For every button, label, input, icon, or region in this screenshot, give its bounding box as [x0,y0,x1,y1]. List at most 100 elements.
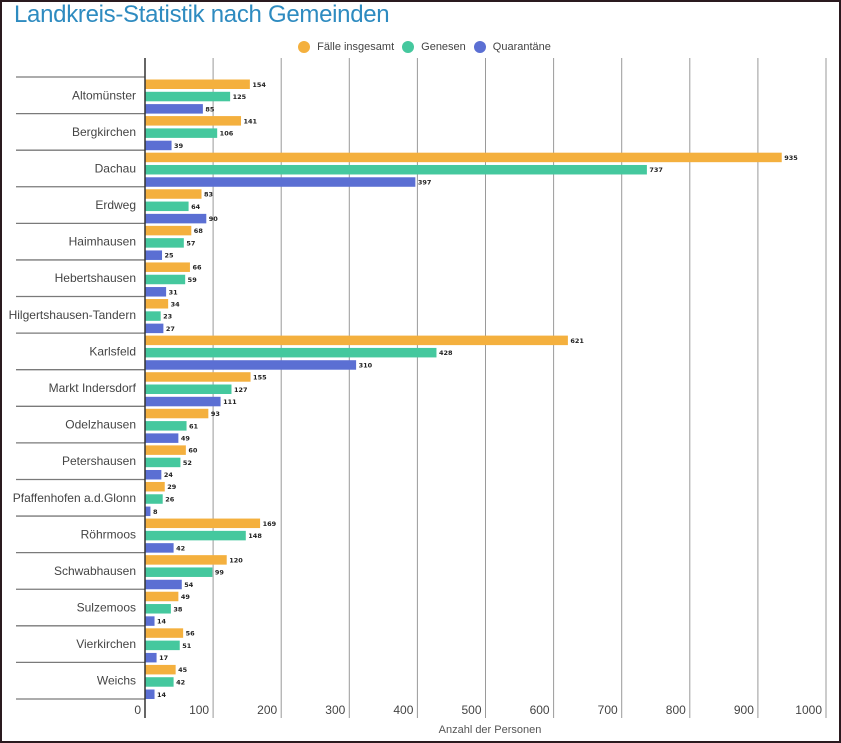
value-label: 127 [234,386,248,394]
value-label: 29 [167,483,177,491]
value-label: 56 [186,630,196,638]
bar-genesen[interactable] [145,457,181,468]
bar-genesen[interactable] [145,494,163,504]
tick-label: 0 [134,703,141,717]
value-label: 60 [188,447,198,455]
bar-faelle[interactable] [145,664,176,675]
value-label: 85 [205,105,215,113]
value-label: 42 [176,678,185,686]
bar-faelle[interactable] [145,481,165,492]
bar-quarantaene[interactable] [145,360,357,370]
bar-genesen[interactable] [145,164,647,175]
bar-faelle[interactable] [145,591,179,602]
bar-genesen[interactable] [145,384,232,395]
value-label: 8 [153,508,158,516]
bar-faelle[interactable] [145,518,261,529]
category-label: Weichs [97,674,136,688]
value-label: 38 [173,605,183,613]
value-label: 310 [359,361,373,369]
value-label: 27 [166,325,175,333]
legend-label-genesen: Genesen [421,41,466,53]
value-label: 42 [176,544,185,552]
bar-faelle[interactable] [145,116,242,126]
category-label: Petershausen [62,454,136,468]
bar-quarantaene[interactable] [145,140,172,151]
bar-quarantaene[interactable] [145,433,179,443]
bar-genesen[interactable] [145,421,187,431]
value-label: 93 [211,410,220,418]
tick-label: 1000 [795,703,822,717]
bar-genesen[interactable] [145,567,213,577]
category-label: Altomünster [72,88,136,102]
bar-faelle[interactable] [145,628,184,638]
bar-faelle[interactable] [145,299,169,309]
bar-faelle[interactable] [145,225,192,236]
value-label: 25 [165,252,175,260]
legend-item-faelle[interactable]: Fälle insgesamt [298,41,394,53]
bar-genesen[interactable] [145,128,218,138]
bar-quarantaene[interactable] [145,213,207,224]
bar-genesen[interactable] [145,530,246,541]
bar-quarantaene[interactable] [145,469,162,480]
value-label: 39 [174,142,184,150]
tick-label: 500 [461,703,481,717]
bar-faelle[interactable] [145,189,202,199]
category-label: Dachau [95,161,136,175]
value-label: 61 [189,422,199,430]
bar-genesen[interactable] [145,274,186,285]
category-label: Sulzemoos [77,601,136,615]
bar-quarantaene[interactable] [145,177,416,187]
value-label: 428 [439,349,453,357]
bar-genesen[interactable] [145,311,161,321]
value-label: 141 [244,117,258,125]
bar-genesen[interactable] [145,201,189,212]
category-label: Vierkirchen [76,637,136,651]
value-label: 397 [418,179,432,187]
bar-quarantaene[interactable] [145,652,157,663]
bar-quarantaene[interactable] [145,104,203,114]
bar-quarantaene[interactable] [145,250,163,260]
tick-label: 400 [393,703,413,717]
bar-faelle[interactable] [145,555,227,565]
bar-faelle[interactable] [145,335,568,346]
bar-faelle[interactable] [145,445,186,455]
legend-swatch-genesen [402,41,415,53]
value-label: 621 [570,337,584,345]
bar-quarantaene[interactable] [145,396,221,407]
bar-genesen[interactable] [145,677,174,687]
tick-label: 100 [189,703,209,717]
value-label: 17 [159,654,168,662]
tick-labels: 0 100 200 300 400 500 600 700 800 900 1000 [134,703,822,717]
value-label: 125 [233,93,247,101]
bar-faelle[interactable] [145,372,251,382]
bar-quarantaene[interactable] [145,506,151,517]
bar-faelle[interactable] [145,408,209,419]
bar-faelle[interactable] [145,262,190,272]
bar-faelle[interactable] [145,152,782,163]
legend-label-quarantaene: Quarantäne [492,41,551,53]
bar-quarantaene[interactable] [145,323,164,334]
bar-quarantaene[interactable] [145,579,182,590]
legend-item-genesen[interactable]: Genesen [402,41,466,53]
bar-genesen[interactable] [145,640,180,651]
bar-genesen[interactable] [145,347,437,358]
tick-label: 700 [598,703,618,717]
bar-quarantaene[interactable] [145,287,167,297]
value-label: 68 [194,227,204,235]
bar-genesen[interactable] [145,91,231,102]
legend-item-quarantaene[interactable]: Quarantäne [473,41,551,53]
category-label: Pfaffenhofen a.d.Glonn [13,491,136,505]
category-label: Haimhausen [69,235,136,249]
bar-faelle[interactable] [145,79,250,90]
value-label: 935 [784,154,798,162]
bar-genesen[interactable] [145,604,171,614]
bar-quarantaene[interactable] [145,616,155,626]
value-label: 14 [157,618,167,626]
tick-label: 900 [734,703,754,717]
x-axis-title: Anzahl der Personen [439,724,542,736]
bar-quarantaene[interactable] [145,543,174,553]
bar-genesen[interactable] [145,238,184,248]
bar-quarantaene[interactable] [145,689,155,700]
category-label: Karlsfeld [89,344,136,358]
